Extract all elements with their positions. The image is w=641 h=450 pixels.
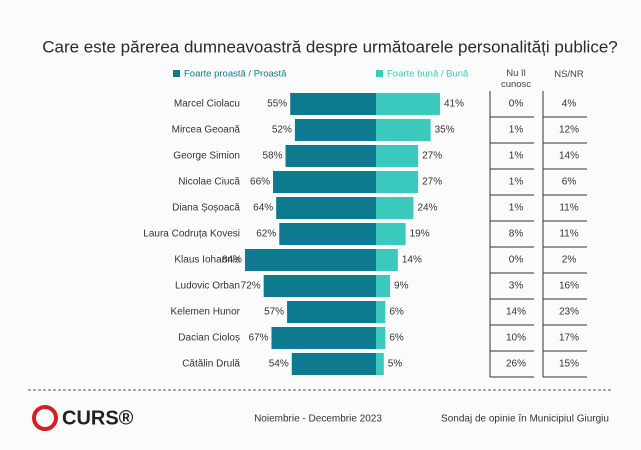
cell-value: 15% [559,359,579,370]
value-label: 5% [388,359,403,370]
category-label: Mircea Geoană [172,125,241,136]
category-label: Dacian Cioloș [178,333,240,344]
cell-value: 1% [509,203,524,214]
cell-value: 0% [509,99,524,110]
value-label: 41% [444,99,464,110]
bar [285,145,376,167]
cell-value: 17% [559,333,579,344]
cell-value: 4% [562,99,577,110]
column-header: NS/NR [554,69,584,80]
bar [271,327,376,349]
bar [244,249,376,271]
bar [376,197,414,219]
cell-value: 11% [559,203,578,214]
logo-icon [32,405,58,431]
logo: CURS® [62,407,134,429]
bar [376,301,386,323]
category-label: George Simion [173,151,240,162]
cell-value: 12% [559,125,579,136]
bar [287,301,376,323]
bar [273,171,376,193]
chart-title: Care este părerea dumneavoastră despre u… [42,37,618,56]
category-label: Klaus Iohannis [174,255,240,266]
value-label: 62% [256,229,276,240]
cell-value: 1% [509,177,524,188]
cell-value: 0% [509,255,524,266]
bar [376,275,391,297]
bar [376,171,419,193]
category-label: Kelemen Hunor [171,307,241,318]
legend-swatch [376,70,383,77]
cell-value: 16% [559,281,579,292]
bar [290,93,376,115]
category-label: Ludovic Orban [175,281,240,292]
period: Noiembrie - Decembrie 2023 [254,414,382,425]
cell-value: 11% [559,229,578,240]
value-label: 24% [417,203,437,214]
column-header: Nu îl cunosc [500,68,532,90]
cell-value: 1% [509,125,524,136]
category-label: Nicolae Ciucă [178,177,240,188]
category-label: Marcel Ciolacu [174,99,240,110]
cell-value: 23% [559,307,579,318]
source: Sondaj de opinie în Municipiul Giurgiu [441,414,609,425]
value-label: 9% [394,281,409,292]
value-label: 54% [269,359,289,370]
bar [263,275,376,297]
value-label: 19% [410,229,430,240]
bar [376,119,431,141]
bar [291,353,376,375]
value-label: 84% [222,255,242,266]
value-label: 64% [253,203,273,214]
legend-label: Foarte proastă / Proastă [184,69,287,80]
cell-value: 26% [506,359,526,370]
category-label: Diana Șoșoacă [172,203,240,214]
value-label: 14% [402,255,422,266]
category-label: Cătălin Drulă [182,359,240,370]
bar [294,119,376,141]
bar [376,223,406,245]
cell-value: 8% [509,229,524,240]
cell-value: 2% [562,255,577,266]
legend-swatch [173,70,180,77]
bar [279,223,376,245]
cell-value: 3% [509,281,524,292]
bar [376,327,386,349]
value-label: 27% [422,151,442,162]
bar [276,197,376,219]
bar [376,249,398,271]
cell-value: 14% [559,151,579,162]
category-label: Laura Codruța Kovesi [143,229,240,240]
legend-label: Foarte bună / Bună [387,69,469,80]
value-label: 52% [272,125,292,136]
value-label: 55% [267,99,287,110]
cell-value: 14% [506,307,526,318]
value-label: 27% [422,177,442,188]
value-label: 6% [389,333,404,344]
bar [376,353,384,375]
value-label: 66% [250,177,270,188]
bar [376,93,440,115]
value-label: 6% [389,307,404,318]
value-label: 58% [263,151,283,162]
value-label: 72% [241,281,261,292]
cell-value: 10% [506,333,526,344]
cell-value: 6% [562,177,577,188]
value-label: 57% [264,307,284,318]
cell-value: 1% [509,151,524,162]
bar [376,145,419,167]
value-label: 35% [435,125,455,136]
value-label: 67% [248,333,268,344]
